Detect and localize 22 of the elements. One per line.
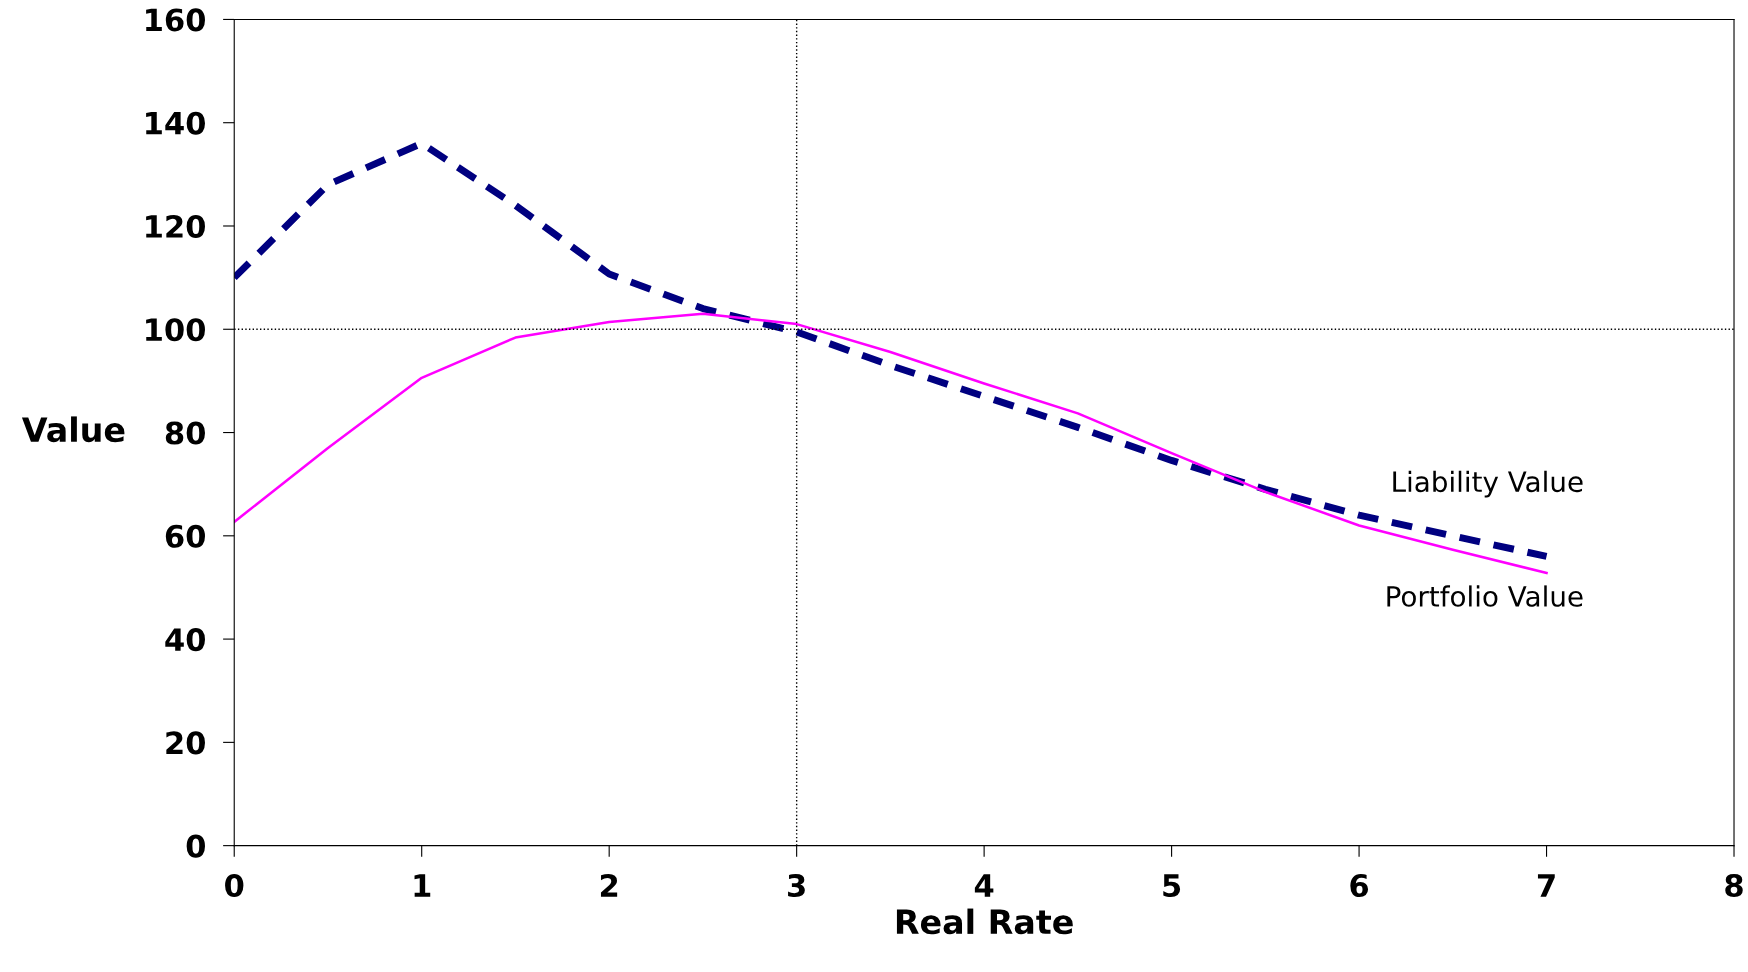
y-tick-label: 20 <box>166 731 205 755</box>
y-tick-label: 120 <box>146 214 205 239</box>
series-label: Portfolio Value <box>1387 585 1583 607</box>
series-label: Liability Value <box>1393 470 1583 498</box>
x-tick-label: 6 <box>1350 873 1369 898</box>
y-tick-label: 80 <box>165 421 205 445</box>
x-tick-label: 7 <box>1537 874 1555 897</box>
x-tick-label: 0 <box>225 873 244 898</box>
y-tick-label: 140 <box>146 111 205 135</box>
y-tick-label: 60 <box>165 524 205 548</box>
y-tick-label: 40 <box>165 628 205 652</box>
x-tick-label: 3 <box>788 873 805 898</box>
x-tick-label: 4 <box>974 874 994 897</box>
x-tick-label: 8 <box>1725 873 1743 898</box>
x-axis-title: Real Rate <box>896 908 1073 935</box>
y-tick-label: 0 <box>186 834 205 858</box>
x-tick-label: 5 <box>1163 874 1181 898</box>
y-axis-title: Value <box>21 416 125 443</box>
y-tick-label: 100 <box>146 318 205 342</box>
x-tick-label: 2 <box>600 873 618 897</box>
x-tick-label: 1 <box>414 874 431 897</box>
y-tick-label: 160 <box>146 8 205 32</box>
